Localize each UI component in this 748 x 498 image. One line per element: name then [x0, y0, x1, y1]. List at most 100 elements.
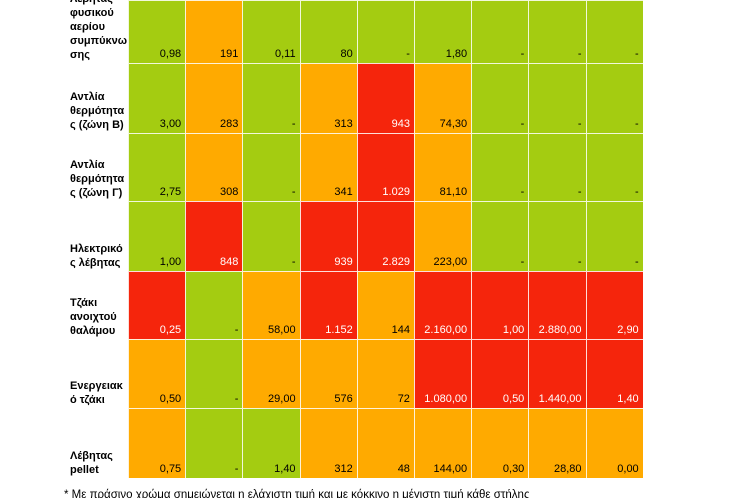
cell-value: 1.152 [325, 324, 353, 336]
cell-value: - [234, 393, 239, 405]
table-row: Ηλεκτρικός λέβητας 1,00 848 - 939 2.829 223,00… [0, 201, 748, 271]
table-cell: 0,75 [128, 408, 186, 478]
cell-value: 308 [220, 186, 239, 198]
table-cell: - [585, 63, 643, 133]
cell-value: 58,00 [268, 324, 296, 336]
table-cell: 2.160,00 [413, 271, 472, 339]
table-cell: 0,50 [128, 339, 186, 408]
table-cell: - [528, 63, 586, 133]
cell-value: 943 [391, 118, 410, 130]
table-cell: 28,80 [528, 408, 586, 478]
table-cell: - [471, 0, 529, 63]
table-cell: 341 [299, 133, 357, 201]
table-cell: - [528, 0, 586, 63]
table-cell: - [356, 0, 414, 63]
cell-value: 81,10 [439, 186, 468, 198]
cell-value: - [291, 256, 296, 268]
table-cell: 283 [185, 63, 243, 133]
cell-value: 2,90 [617, 324, 639, 336]
cell-value: - [520, 48, 525, 60]
cell-value: 2.880,00 [538, 324, 582, 336]
row-label-cell: Ενεργειακό τζάκι [0, 339, 128, 408]
cell-value: - [234, 324, 239, 336]
cell-value: 0,75 [159, 463, 182, 475]
table-cell: - [528, 201, 586, 271]
row-label: Ενεργειακό τζάκι [70, 380, 123, 406]
table-cell: - [585, 133, 643, 201]
table-cell: 939 [299, 201, 357, 271]
table-cell: 72 [356, 339, 414, 408]
cell-value: 2.829 [382, 256, 410, 268]
table-cell: 80 [299, 0, 357, 63]
table-row: Λέβητας φυσικού αερίου συμπύκνωσης 0,98 19… [0, 0, 748, 63]
table-cell: 308 [185, 133, 243, 201]
table-cell: 191 [185, 0, 243, 63]
cell-value: - [291, 118, 296, 130]
table-cell: - [185, 339, 243, 408]
table-cell: - [471, 201, 529, 271]
table-cell: - [185, 408, 243, 478]
cell-value: - [577, 256, 582, 268]
cell-value: 74,30 [439, 118, 468, 130]
table-cell: 1,00 [128, 201, 186, 271]
cell-value: 1,00 [502, 324, 525, 336]
cell-value: 191 [220, 48, 239, 60]
cell-value: - [406, 48, 410, 60]
cell-value: 283 [220, 118, 239, 130]
table-cell: 848 [185, 201, 243, 271]
table-cell: - [585, 201, 643, 271]
table-cell: 81,10 [413, 133, 472, 201]
table-row: Λέβητας pellet 0,75 - 1,40 312 48 144,00 0,30 28… [0, 408, 748, 478]
cell-value: 312 [334, 463, 353, 475]
cell-value: - [577, 186, 582, 198]
cell-value: 576 [334, 393, 353, 405]
cell-value: - [520, 186, 525, 198]
cell-value: - [635, 118, 639, 130]
row-label-cell: Λέβητας pellet [0, 408, 128, 478]
cell-value: 848 [220, 256, 239, 268]
table-cell: 0,00 [585, 408, 643, 478]
cell-value: 313 [334, 118, 353, 130]
cell-value: 144,00 [433, 463, 468, 475]
table-cell: 0,50 [471, 339, 529, 408]
cell-value: 0,30 [502, 463, 525, 475]
cell-value: 1.029 [382, 186, 410, 198]
table-cell: 58,00 [242, 271, 300, 339]
table-cell: 312 [299, 408, 357, 478]
table-cell: - [471, 133, 529, 201]
cell-value: - [291, 186, 296, 198]
table-cell: - [242, 63, 300, 133]
table-cell: 313 [299, 63, 357, 133]
table-cell: - [585, 0, 643, 63]
cell-value: 1.080,00 [424, 393, 468, 405]
table-cell: - [242, 133, 300, 201]
row-label-cell: Αντλία θερμότητας (ζώνη Γ) [0, 133, 128, 201]
cell-value: 0,50 [159, 393, 182, 405]
cell-value: 1,40 [274, 463, 296, 475]
row-label-cell: Λέβητας φυσικού αερίου συμπύκνωσης [0, 0, 128, 63]
table-cell: 2,75 [128, 133, 186, 201]
row-label-cell: Ηλεκτρικός λέβητας [0, 201, 128, 271]
row-label-cell: Τζάκι ανοιχτού θαλάμου [0, 271, 128, 339]
table-row: Ενεργειακό τζάκι 0,50 - 29,00 576 72 1.080,00 0… [0, 339, 748, 408]
table-row: Τζάκι ανοιχτού θαλάμου 0,25 - 58,00 1.152 144… [0, 271, 748, 339]
table-cell: 1.152 [299, 271, 357, 339]
table-cell: 223,00 [413, 201, 472, 271]
table-cell: 0,11 [242, 0, 300, 63]
cell-value: 1,40 [617, 393, 639, 405]
table-cell: 2.829 [356, 201, 414, 271]
table-cell: 0,25 [128, 271, 186, 339]
cell-value: 341 [334, 186, 353, 198]
cell-value: 144 [391, 324, 410, 336]
cell-value: 0,11 [274, 48, 296, 60]
footnote: * Με πράσινο χρώμα σημειώνεται η ελάχιστ… [64, 489, 530, 498]
row-label-cell: Αντλία θερμότητας (ζώνη Β) [0, 63, 128, 133]
row-label: Αντλία θερμότητας (ζώνη Β) [70, 91, 125, 131]
heatmap-table: Λέβητας φυσικού αερίου συμπύκνωσης 0,98 19… [0, 0, 748, 478]
cell-value: - [577, 118, 582, 130]
table-cell: 0,98 [128, 0, 186, 63]
cell-value: 1.440,00 [538, 393, 582, 405]
cell-value: 0,50 [502, 393, 525, 405]
row-label: Ηλεκτρικός λέβητας [70, 243, 123, 269]
